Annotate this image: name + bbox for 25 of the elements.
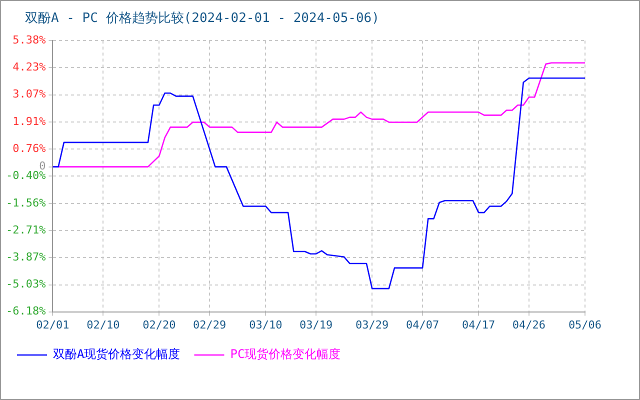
y-tick-label: 4.23% — [12, 60, 46, 74]
y-tick-label: -3.87% — [6, 250, 46, 264]
x-tick-label: 05/06 — [568, 318, 602, 332]
x-tick-label: 02/29 — [193, 318, 226, 332]
x-tick-label: 03/19 — [300, 318, 333, 332]
x-tick-label: 04/26 — [512, 318, 546, 332]
x-tick-label: 03/29 — [356, 318, 389, 332]
y-tick-label: 0.76% — [12, 142, 46, 155]
chart-title: 双酚A - PC 价格趋势比较(2024-02-01 - 2024-05-06) — [25, 10, 380, 27]
x-tick-label: 02/01 — [36, 318, 70, 332]
legend-label: 双酚A现货价格变化幅度 — [53, 347, 180, 362]
x-tick-label: 02/10 — [86, 318, 120, 332]
y-tick-label: -1.56% — [6, 196, 46, 210]
y-tick-label: 3.07% — [12, 88, 46, 101]
y-tick-label: -0.40% — [6, 169, 46, 182]
x-tick-label: 02/20 — [142, 318, 176, 332]
x-tick-label: 04/17 — [462, 318, 496, 332]
y-tick-label: -6.18% — [6, 304, 46, 318]
legend-label: PC现货价格变化幅度 — [230, 347, 341, 362]
x-tick-label: 04/07 — [406, 318, 440, 332]
y-tick-label: -2.71% — [6, 223, 46, 236]
x-tick-label: 03/10 — [249, 318, 282, 332]
y-tick-label: -5.03% — [6, 278, 46, 291]
y-tick-label: 5.38% — [12, 33, 46, 46]
y-tick-label: 1.91% — [12, 114, 46, 128]
